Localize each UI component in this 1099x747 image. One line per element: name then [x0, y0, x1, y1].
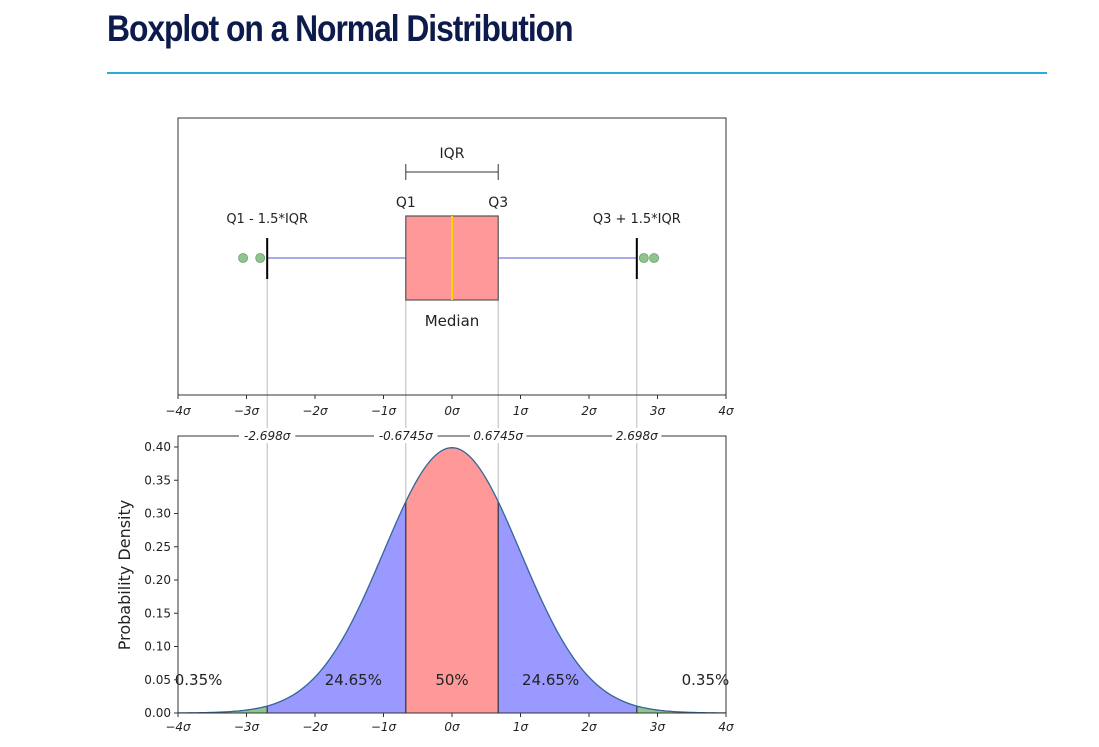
outlier-point-0 — [238, 253, 248, 263]
boxplot-x-tick-label: 3σ — [650, 404, 666, 418]
title-divider — [107, 72, 1047, 74]
density-x-tick-label: 2σ — [581, 720, 597, 734]
top-tick-label-bg — [470, 428, 527, 443]
boxplot-x-tick-label: 2σ — [581, 404, 597, 418]
q1-label: Q1 — [396, 195, 416, 211]
density-top-tick-label: -0.6745σ — [379, 429, 433, 443]
boxplot-x-tick-label: −3σ — [234, 404, 260, 418]
iqr-label: IQR — [440, 146, 465, 162]
region-percent-label: 0.35% — [682, 671, 730, 689]
density-x-tick-label: 0σ — [444, 720, 460, 734]
boxplot-x-tick-label: −4σ — [165, 404, 191, 418]
outlier-point-3 — [649, 253, 659, 263]
density-y-tick-label: 0.15 — [144, 606, 171, 620]
density-y-tick-label: 0.40 — [144, 440, 171, 454]
top-tick-label-bg — [238, 428, 296, 443]
boxplot-x-tick-label: −1σ — [371, 404, 397, 418]
outlier-point-2 — [638, 253, 649, 263]
density-y-tick-label: 0.35 — [144, 473, 171, 487]
density-x-tick-label: −3σ — [234, 720, 260, 734]
outlier-point-1 — [255, 253, 266, 263]
region-percent-label: 24.65% — [325, 671, 382, 689]
density-y-tick-label: 0.00 — [144, 706, 171, 720]
q3-label: Q3 — [488, 195, 508, 211]
density-top-tick-label: 0.6745σ — [473, 429, 523, 443]
density-curve — [177, 447, 727, 714]
region-percent-label: 24.65% — [522, 671, 579, 689]
boxplot-x-tick-label: 1σ — [513, 404, 529, 418]
density-region-2 — [405, 447, 499, 713]
density-x-tick-label: 3σ — [650, 720, 666, 734]
density-y-tick-label: 0.25 — [144, 540, 171, 554]
lower-fence-label: Q1 - 1.5*IQR — [226, 212, 308, 227]
density-region-0 — [178, 706, 268, 713]
region-percent-label: 50% — [435, 671, 468, 689]
density-y-tick-label: 0.05 — [144, 673, 171, 687]
density-top-tick-label: -2.698σ — [244, 429, 291, 443]
median-label: Median — [425, 312, 480, 330]
boxplot-x-tick-label: −2σ — [302, 404, 328, 418]
density-y-tick-label: 0.30 — [144, 507, 171, 521]
density-x-tick-label: 4σ — [718, 720, 734, 734]
density-x-tick-label: −4σ — [165, 720, 191, 734]
density-top-tick-label: 2.698σ — [616, 429, 658, 443]
density-region-1 — [267, 501, 406, 713]
boxplot-x-tick-label: 0σ — [444, 404, 460, 418]
boxplot-x-tick-label: 4σ — [718, 404, 734, 418]
upper-fence-label: Q3 + 1.5*IQR — [593, 212, 681, 227]
top-tick-label-bg — [373, 428, 438, 443]
density-x-tick-label: 1σ — [513, 720, 529, 734]
density-region-3 — [498, 501, 637, 713]
density-region-4 — [636, 706, 726, 713]
density-y-tick-label: 0.20 — [144, 573, 171, 587]
density-y-tick-label: 0.10 — [144, 640, 171, 654]
page-title: Boxplot on a Normal Distribution — [107, 8, 574, 49]
density-x-tick-label: −2σ — [302, 720, 328, 734]
top-tick-label-bg — [612, 428, 662, 443]
density-x-tick-label: −1σ — [371, 720, 397, 734]
density-y-axis-label: Probability Density — [115, 500, 134, 651]
region-percent-label: 0.35% — [175, 671, 223, 689]
